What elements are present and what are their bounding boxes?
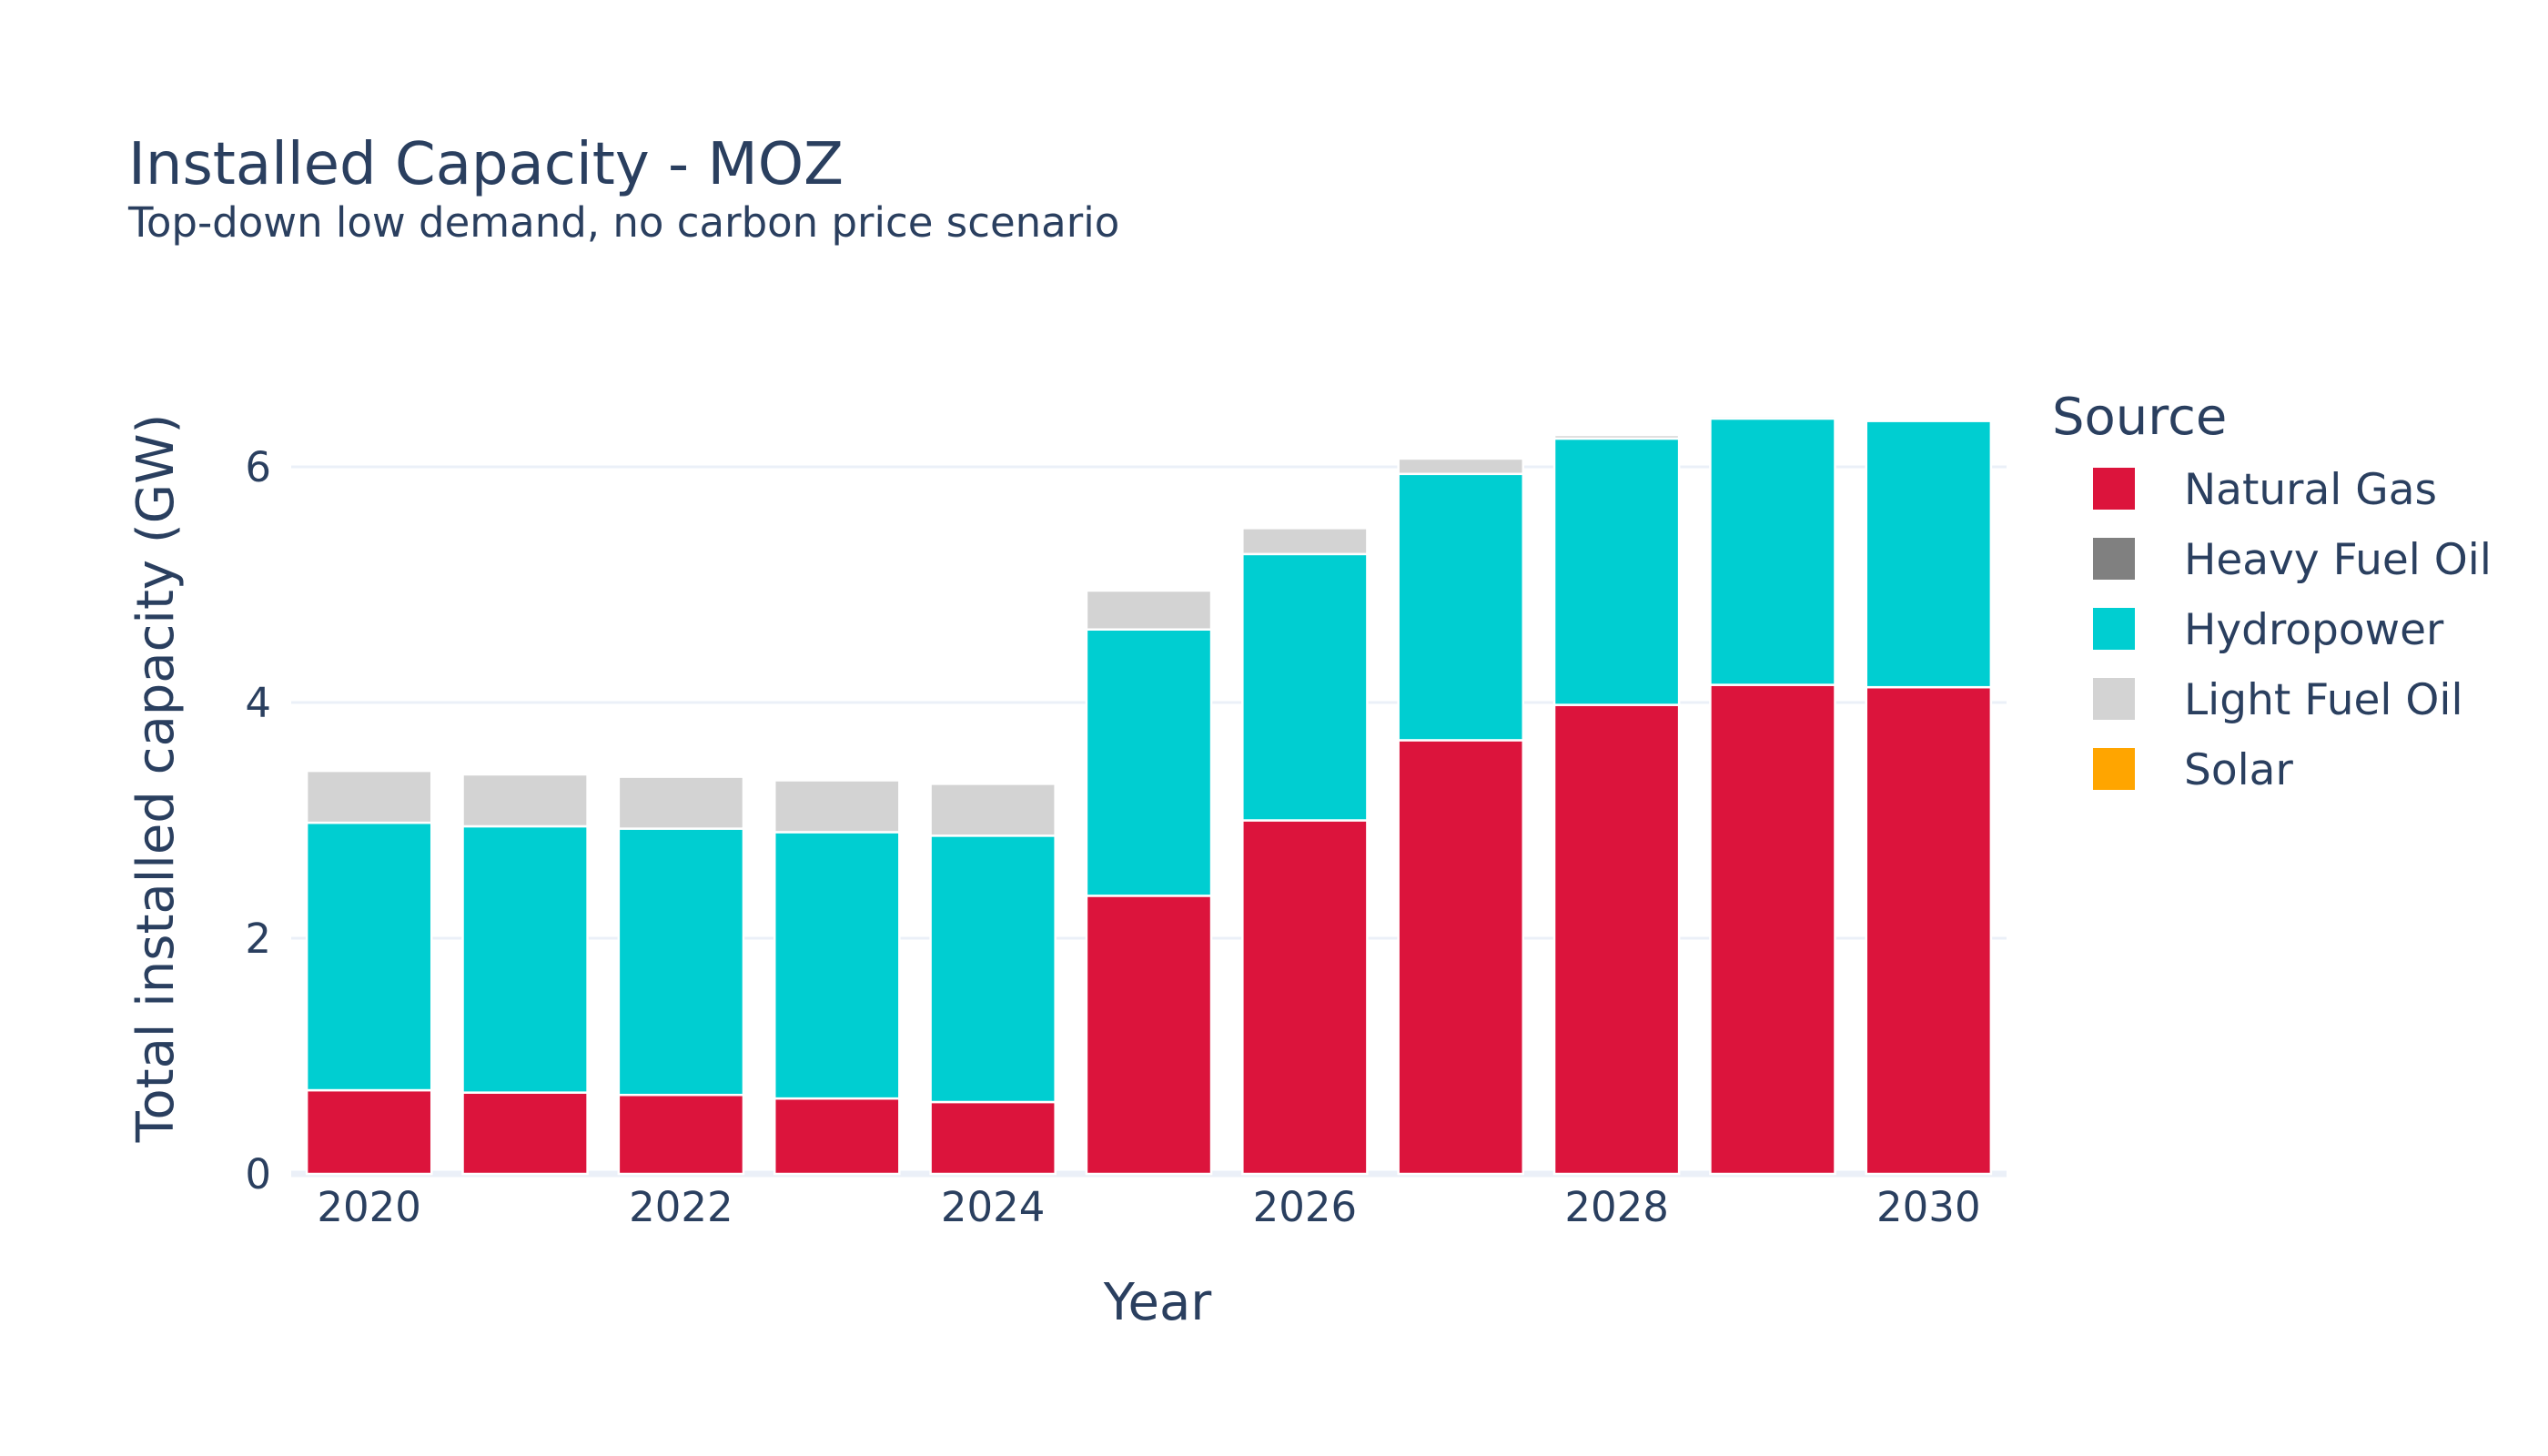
bar-natural-gas-2025 xyxy=(1085,895,1213,1176)
legend-label-solar: Solar xyxy=(2184,745,2293,795)
bar-natural-gas-2027 xyxy=(1397,739,1525,1176)
legend-label-heavy-fuel-oil: Heavy Fuel Oil xyxy=(2184,535,2492,585)
legend-swatch-hydropower xyxy=(2093,608,2135,650)
bar-hydropower-2028 xyxy=(1552,437,1681,706)
x-tick-label: 2022 xyxy=(629,1183,733,1231)
bar-light-fuel-oil-2021 xyxy=(461,773,589,828)
bar-natural-gas-2029 xyxy=(1709,683,1836,1176)
legend-label-natural-gas: Natural Gas xyxy=(2184,465,2437,515)
bar-hydropower-2029 xyxy=(1709,417,1836,686)
bar-natural-gas-2021 xyxy=(461,1091,589,1176)
bar-hydropower-2023 xyxy=(773,831,901,1100)
y-tick-label: 4 xyxy=(245,679,271,727)
bar-natural-gas-2026 xyxy=(1241,819,1369,1176)
legend-swatch-heavy-fuel-oil xyxy=(2093,538,2135,580)
legend-title: Source xyxy=(2052,388,2227,447)
bar-natural-gas-2022 xyxy=(617,1093,745,1176)
bar-light-fuel-oil-2026 xyxy=(1241,527,1369,556)
legend-swatch-light-fuel-oil xyxy=(2093,678,2135,720)
bars xyxy=(305,415,1993,1176)
legend-swatch-solar xyxy=(2093,748,2135,790)
bar-hydropower-2027 xyxy=(1397,472,1525,742)
bar-hydropower-2024 xyxy=(929,834,1057,1104)
bar-light-fuel-oil-2029 xyxy=(1709,415,1836,420)
bar-hydropower-2025 xyxy=(1085,628,1213,897)
bar-natural-gas-2023 xyxy=(773,1097,901,1176)
x-tick-label: 2020 xyxy=(317,1183,421,1231)
y-axis-title: Total installed capacity (GW) xyxy=(126,414,186,1144)
chart-title: Installed Capacity - MOZ xyxy=(128,131,844,198)
x-tick-label: 2030 xyxy=(1876,1183,1981,1231)
legend-label-light-fuel-oil: Light Fuel Oil xyxy=(2184,675,2463,725)
bar-light-fuel-oil-2028 xyxy=(1552,433,1681,440)
y-tick-label: 2 xyxy=(245,915,271,963)
x-axis: 2020 2022 2024 2026 2028 2030 xyxy=(317,1183,1980,1231)
x-tick-label: 2028 xyxy=(1564,1183,1669,1231)
bar-natural-gas-2028 xyxy=(1552,703,1681,1176)
bar-light-fuel-oil-2020 xyxy=(305,769,433,824)
bar-natural-gas-2024 xyxy=(929,1100,1057,1176)
bar-hydropower-2026 xyxy=(1241,552,1369,822)
chart-subtitle: Top-down low demand, no carbon price sce… xyxy=(127,198,1119,247)
bar-light-fuel-oil-2023 xyxy=(773,779,901,834)
bar-hydropower-2021 xyxy=(461,824,589,1094)
legend-swatch-natural-gas xyxy=(2093,468,2135,510)
x-tick-label: 2024 xyxy=(941,1183,1046,1231)
y-tick-label: 0 xyxy=(245,1150,271,1198)
legend: Source Natural Gas Heavy Fuel Oil Hydropow… xyxy=(2052,388,2492,795)
bar-natural-gas-2030 xyxy=(1865,685,1993,1176)
bar-light-fuel-oil-2027 xyxy=(1397,457,1525,476)
bar-light-fuel-oil-2025 xyxy=(1085,589,1213,631)
legend-label-hydropower: Hydropower xyxy=(2184,605,2444,655)
x-tick-label: 2026 xyxy=(1253,1183,1358,1231)
bar-hydropower-2020 xyxy=(305,821,433,1092)
x-axis-title: Year xyxy=(1103,1273,1213,1332)
bar-natural-gas-2020 xyxy=(305,1088,433,1176)
y-axis: 0 2 4 6 xyxy=(245,443,271,1198)
bar-light-fuel-oil-2024 xyxy=(929,783,1057,837)
bar-hydropower-2030 xyxy=(1865,420,1993,689)
bar-hydropower-2022 xyxy=(617,827,745,1097)
bar-light-fuel-oil-2022 xyxy=(617,775,745,830)
y-tick-label: 6 xyxy=(245,443,271,491)
